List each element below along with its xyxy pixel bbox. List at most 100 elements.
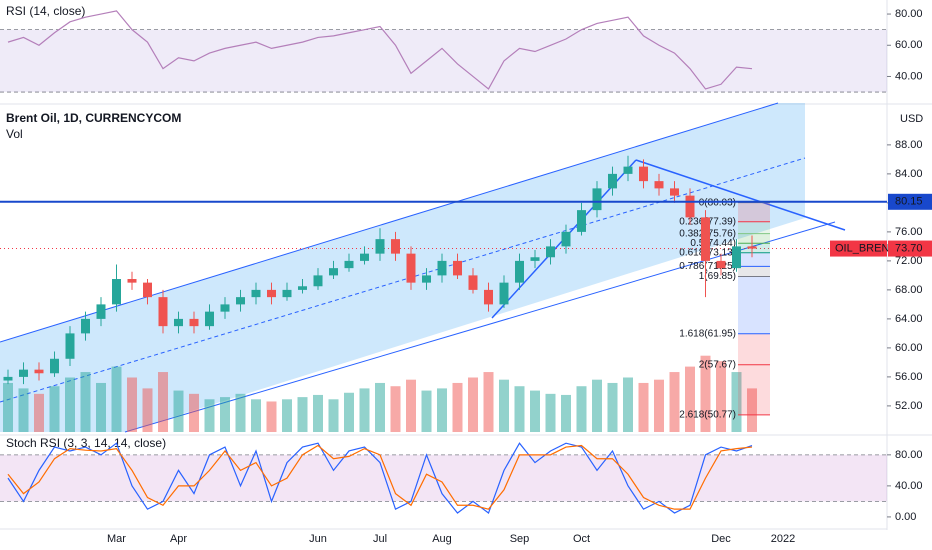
fib-zone	[738, 202, 770, 222]
volume-bar	[18, 388, 29, 432]
volume-bar	[437, 388, 447, 432]
symbol-label-box	[830, 240, 887, 257]
x-tick-label: Oct	[573, 533, 590, 545]
candle-body	[608, 173, 617, 189]
y-tick-label: 68.00	[895, 284, 923, 296]
volume-bar	[421, 390, 432, 432]
candle-body	[50, 358, 59, 374]
fib-label: 1(69.85)	[699, 271, 736, 282]
candle-body	[623, 166, 633, 174]
price-label: 80.15	[895, 196, 923, 208]
volume-bar	[313, 394, 323, 432]
candle-body	[251, 289, 261, 298]
volume-bar	[96, 382, 106, 432]
volume-bar	[127, 377, 137, 432]
candle-body	[546, 246, 555, 258]
volume-bar	[375, 382, 385, 432]
fib-zone	[738, 333, 770, 365]
candle-body	[298, 286, 307, 290]
candle-body	[267, 289, 276, 298]
volume-bar	[220, 397, 230, 432]
volume-bar	[747, 388, 757, 432]
volume-bar	[483, 372, 494, 432]
candle-body	[282, 289, 292, 298]
volume-bar	[592, 379, 602, 432]
volume-bar	[468, 377, 478, 432]
candle-body	[112, 279, 121, 305]
stoch-title: Stoch RSI (3, 3, 14, 14, close)	[6, 436, 166, 450]
volume-bar	[359, 388, 370, 432]
y-tick-label: 40.00	[895, 480, 923, 492]
candle-body	[96, 304, 106, 319]
candle-body	[515, 260, 524, 283]
last-price-box	[888, 240, 932, 257]
fib-label: 0.786(71.25)	[679, 261, 736, 272]
x-tick-label: Dec	[711, 533, 731, 545]
y-tick-label: 60.00	[895, 342, 923, 354]
volume-bar	[266, 401, 277, 432]
fib-zone	[738, 266, 770, 277]
volume-bar	[685, 366, 695, 432]
volume-bar	[607, 382, 618, 432]
volume-bar	[328, 399, 339, 432]
volume-bar	[3, 382, 13, 432]
volume-bar	[669, 372, 680, 432]
fib-label: 0.5(74.44)	[690, 238, 736, 249]
x-tick-label: Aug	[432, 533, 452, 545]
volume-bar	[499, 379, 509, 432]
candle-body	[716, 260, 726, 269]
candle-body	[422, 275, 431, 283]
y-tick-label: 80.00	[895, 8, 923, 20]
candle-body	[654, 181, 664, 189]
series-line	[7, 10, 753, 90]
price-label-box	[888, 193, 932, 210]
volume-bar	[34, 393, 44, 432]
x-tick-label: 2022	[771, 533, 795, 545]
volume-bar	[700, 355, 711, 432]
last-price-label: 73.70	[895, 242, 923, 254]
candle-body	[747, 246, 757, 249]
volume-bar	[189, 393, 199, 432]
candle-body	[453, 260, 462, 276]
candle-body	[685, 195, 695, 218]
candle-body	[639, 166, 648, 182]
candle-body	[65, 333, 75, 359]
candle-body	[375, 239, 385, 254]
candle-body	[81, 318, 90, 334]
volume-bar	[561, 394, 571, 432]
volume-bar	[111, 366, 122, 432]
candle-body	[127, 279, 137, 283]
fib-zone	[738, 276, 770, 334]
candle-body	[701, 217, 710, 261]
candle-body	[732, 246, 741, 269]
fib-zone	[738, 233, 770, 244]
rsi-title: RSI (14, close)	[6, 4, 85, 18]
volume-bar	[142, 388, 153, 432]
y-tick-label: 76.00	[895, 226, 923, 238]
y-tick-label: 72.00	[895, 255, 923, 267]
x-tick-label: Jul	[373, 533, 387, 545]
volume-bar	[173, 390, 184, 432]
volume-bar	[654, 379, 664, 432]
candle-body	[530, 257, 540, 261]
y-tick-label: 0.00	[895, 511, 916, 523]
candle-body	[205, 311, 214, 327]
candle-body	[313, 275, 323, 287]
candle-body	[592, 188, 602, 211]
panel-separators	[0, 0, 932, 530]
fib-zone	[738, 364, 770, 415]
fib-zone	[738, 221, 770, 234]
y-tick-label: 52.00	[895, 400, 923, 412]
fib-label: 2(57.67)	[699, 359, 736, 370]
candle-body	[189, 318, 199, 327]
candle-body	[484, 289, 493, 305]
symbol-label: OIL_BRENT	[835, 242, 896, 254]
volume-bar	[251, 399, 261, 432]
channel-mid	[0, 157, 806, 403]
volume-bar	[530, 390, 540, 432]
y-tick-label: 88.00	[895, 139, 923, 151]
price-title: Brent Oil, 1D, CURRENCYCOM	[6, 111, 181, 125]
volume-bar	[235, 393, 246, 432]
